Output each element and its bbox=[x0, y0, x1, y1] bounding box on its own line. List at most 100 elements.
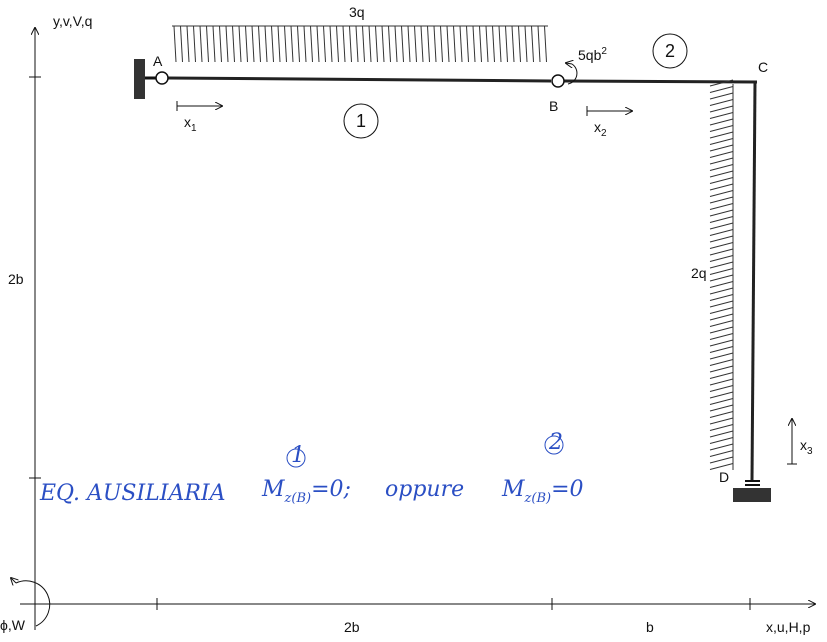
hinge bbox=[551, 74, 565, 88]
hatch-line bbox=[709, 391, 734, 399]
dimension-label: b bbox=[646, 619, 654, 635]
eq-rest: =0 bbox=[551, 477, 583, 502]
hatch-line bbox=[709, 424, 734, 431]
hatch-line bbox=[297, 25, 300, 63]
hatch-line bbox=[238, 25, 242, 63]
eq-sub: z(B) bbox=[524, 491, 552, 506]
eq-rest: =0; bbox=[311, 477, 351, 502]
hatch-line bbox=[709, 144, 734, 152]
hatch-line bbox=[401, 25, 404, 63]
hatch-line bbox=[709, 261, 734, 269]
hatch-line bbox=[709, 79, 734, 87]
hatch-line bbox=[709, 118, 734, 126]
hatch-line bbox=[709, 274, 734, 282]
hatch-line bbox=[709, 164, 734, 171]
hatch-line bbox=[709, 99, 734, 106]
hatch-line bbox=[709, 385, 734, 392]
hatch-line bbox=[219, 25, 222, 63]
hatch-line bbox=[709, 398, 734, 405]
axis-base: x bbox=[800, 437, 807, 453]
hatch-line bbox=[531, 25, 534, 63]
local-axis bbox=[787, 419, 797, 465]
member-circle bbox=[343, 103, 379, 139]
moment-arrowhead bbox=[566, 63, 572, 64]
hatch-line bbox=[433, 25, 437, 63]
axis-sub: 3 bbox=[807, 446, 813, 457]
hatch-line bbox=[709, 463, 734, 470]
note-word: oppure bbox=[385, 477, 464, 502]
hatch-line bbox=[440, 25, 443, 63]
hatch-line bbox=[709, 352, 734, 360]
load-label: 3q bbox=[349, 4, 365, 20]
hatch-line bbox=[446, 25, 450, 63]
hatch-line bbox=[355, 25, 359, 63]
hatch-line bbox=[485, 25, 489, 63]
hatch-line bbox=[479, 25, 482, 63]
hatch-line bbox=[709, 300, 734, 308]
hatch-line bbox=[709, 378, 734, 386]
hatch-line bbox=[709, 365, 734, 373]
moment-arrow bbox=[567, 63, 578, 85]
hatch-line bbox=[709, 216, 734, 223]
hatch-line bbox=[212, 25, 216, 63]
hinge bbox=[155, 71, 169, 85]
hatch-line bbox=[466, 25, 469, 63]
hatch-line bbox=[251, 25, 255, 63]
hatch-line bbox=[709, 456, 734, 464]
hatch-line bbox=[709, 255, 734, 262]
hatch-line bbox=[225, 25, 229, 63]
hatch-line bbox=[342, 25, 346, 63]
column bbox=[750, 81, 757, 481]
y-axis-label: y,v,V,q bbox=[53, 13, 92, 29]
hatch-line bbox=[709, 222, 734, 230]
hatch-line bbox=[524, 25, 528, 63]
hatch-line bbox=[186, 25, 190, 63]
hatch-line bbox=[206, 25, 209, 63]
local-axis bbox=[586, 106, 632, 116]
hatch-line bbox=[544, 25, 547, 63]
member-label: 2 bbox=[665, 41, 675, 61]
hatch-line bbox=[511, 25, 515, 63]
hatch-line bbox=[407, 25, 411, 63]
hatch-line bbox=[709, 443, 734, 451]
hatch-line bbox=[323, 25, 326, 63]
member-label: 1 bbox=[356, 111, 366, 131]
hatch-line bbox=[284, 25, 287, 63]
hatch-line bbox=[709, 450, 734, 457]
axis-sub: 2 bbox=[601, 128, 607, 139]
hatch-line bbox=[709, 411, 734, 418]
hatch-line bbox=[414, 25, 417, 63]
hatch-line bbox=[709, 359, 734, 366]
dimension-label: 2b bbox=[344, 619, 360, 635]
hatch-line bbox=[336, 25, 339, 63]
hatch-line bbox=[472, 25, 476, 63]
hatch-line bbox=[709, 196, 734, 204]
hatch-line bbox=[709, 313, 734, 321]
hatch-line bbox=[277, 25, 281, 63]
eq-sub: z(B) bbox=[284, 491, 312, 506]
hatch-line bbox=[709, 125, 734, 132]
hatch-line bbox=[368, 25, 372, 63]
hatch-line bbox=[709, 372, 734, 379]
local-axis-label: x3 bbox=[800, 437, 813, 457]
hatch-line bbox=[709, 281, 734, 288]
hatch-line bbox=[427, 25, 430, 63]
hatch-line bbox=[245, 25, 248, 63]
hatch-line bbox=[709, 268, 734, 275]
hatch-line bbox=[232, 25, 235, 63]
point-label: C bbox=[758, 59, 768, 75]
hatch-line bbox=[709, 346, 734, 353]
beam bbox=[167, 76, 552, 83]
hatch-line bbox=[709, 170, 734, 178]
eq-symbol: M bbox=[501, 477, 525, 502]
rotation-arrow bbox=[15, 580, 51, 627]
hatch-line bbox=[303, 25, 307, 63]
dimension-label: 2b bbox=[8, 271, 24, 287]
eq-sup-circle bbox=[286, 448, 306, 468]
hatch-line bbox=[709, 157, 734, 165]
hatch-line bbox=[709, 320, 734, 327]
point-label: D bbox=[719, 469, 729, 485]
hatch-line bbox=[310, 25, 313, 63]
member-circle bbox=[652, 33, 688, 69]
